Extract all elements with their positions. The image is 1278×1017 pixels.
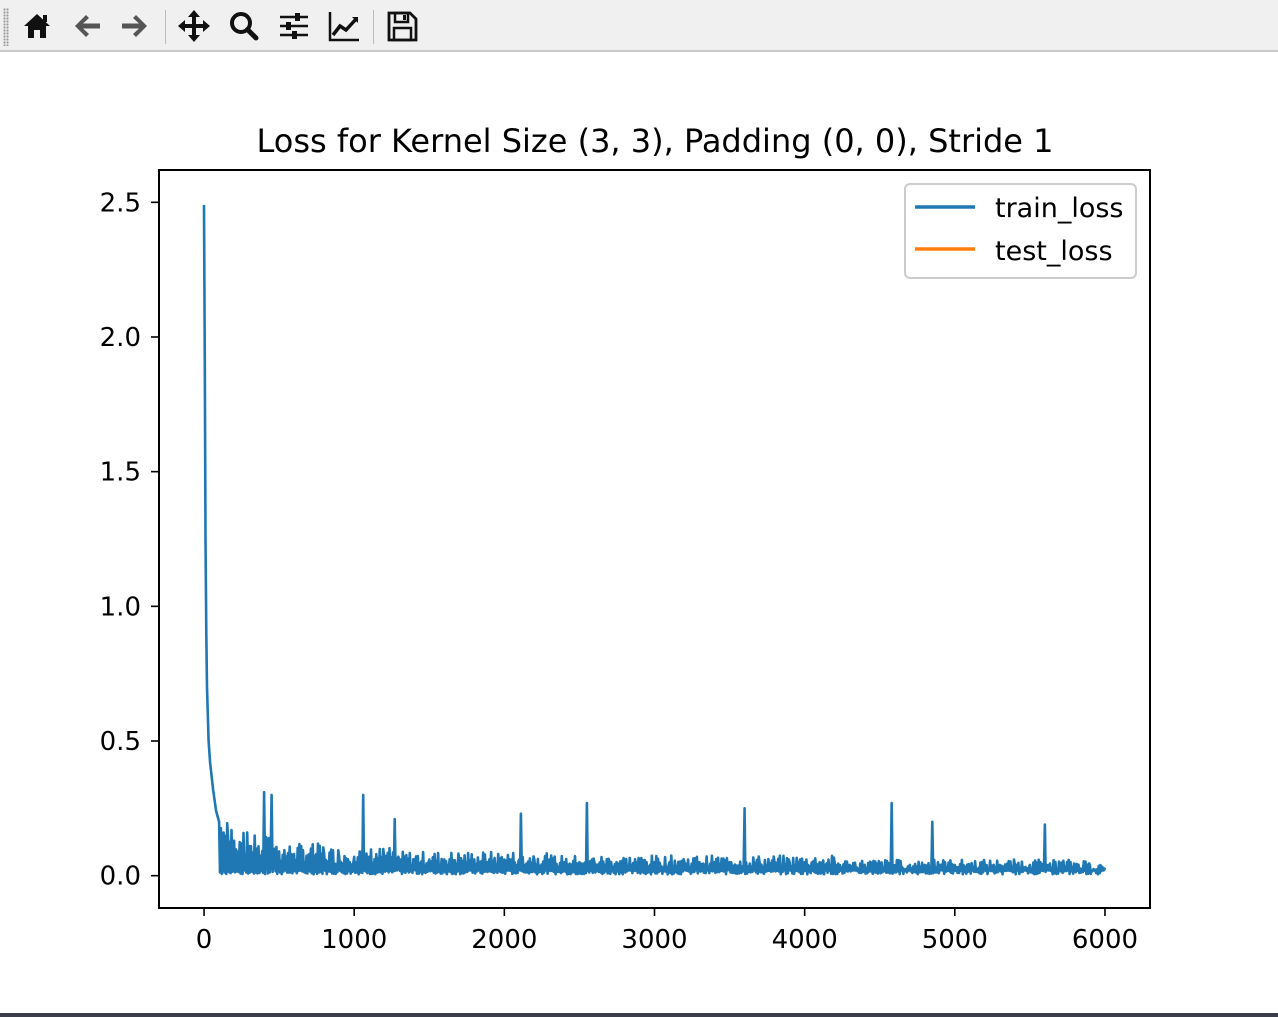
zoom-button[interactable]	[224, 6, 264, 46]
x-tick-label: 5000	[922, 925, 988, 955]
x-tick-label: 6000	[1072, 925, 1138, 955]
y-tick-label: 2.5	[100, 188, 141, 218]
x-tick-label: 1000	[321, 925, 387, 955]
move-icon	[178, 10, 210, 42]
loss-chart: Loss for Kernel Size (3, 3), Padding (0,…	[100, 122, 1151, 955]
home-icon	[24, 14, 50, 38]
y-tick-label: 2.0	[100, 323, 141, 353]
sliders-icon	[280, 13, 308, 39]
x-tick-label: 0	[196, 925, 213, 955]
series-line-train-loss	[202, 204, 1107, 876]
toolbar-separator	[165, 10, 166, 44]
home-button[interactable]	[17, 6, 57, 46]
subplots-button[interactable]	[274, 6, 314, 46]
toolbar-separator	[373, 10, 374, 44]
chart-title: Loss for Kernel Size (3, 3), Padding (0,…	[256, 122, 1053, 160]
arrow-left-icon	[75, 15, 100, 37]
legend: train_loss test_loss	[904, 183, 1137, 279]
axes-frame	[158, 169, 1151, 909]
y-tick-label: 0.5	[100, 727, 141, 757]
arrow-right-icon	[122, 15, 147, 37]
toolbar-grip[interactable]	[3, 8, 9, 46]
y-tick-label: 0.0	[100, 862, 141, 892]
window-bottom-edge	[0, 1013, 1278, 1017]
axes-edit-button[interactable]	[324, 6, 364, 46]
line-chart-icon	[328, 12, 359, 42]
floppy-disk-icon	[387, 11, 418, 42]
x-tick-label: 3000	[621, 925, 687, 955]
save-button[interactable]	[382, 6, 422, 46]
magnifier-icon	[230, 12, 259, 41]
figure-canvas[interactable]: Loss for Kernel Size (3, 3), Padding (0,…	[0, 54, 1278, 1012]
back-button[interactable]	[67, 6, 107, 46]
y-tick-label: 1.0	[100, 592, 141, 622]
legend-label-test-loss: test_loss	[995, 236, 1113, 267]
y-tick-label: 1.5	[100, 458, 141, 488]
forward-button[interactable]	[115, 6, 155, 46]
x-tick-label: 4000	[772, 925, 838, 955]
pan-button[interactable]	[174, 6, 214, 46]
x-tick-label: 2000	[471, 925, 537, 955]
toolbar	[0, 0, 1278, 52]
legend-label-train-loss: train_loss	[995, 193, 1124, 224]
